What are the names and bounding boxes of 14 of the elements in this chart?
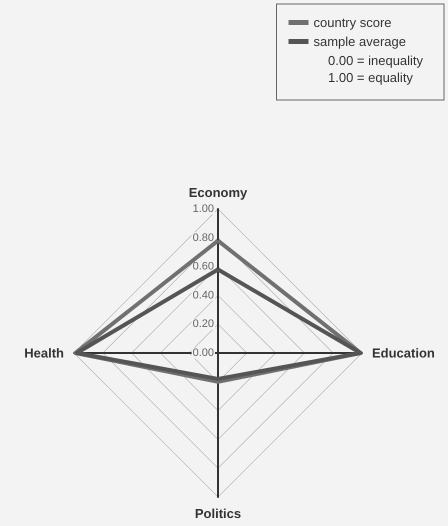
text: 1.00 = equality <box>328 70 414 85</box>
y-tick-label: 0.00 <box>192 347 214 359</box>
y-tick-label: 0.60 <box>192 260 214 273</box>
y-tick-label: 1.00 <box>192 203 214 215</box>
y-tick-label: 0.20 <box>192 318 214 330</box>
spoke-label: Education <box>372 346 435 360</box>
text: 0.00 = inequality <box>328 53 424 68</box>
legend-label: sample average <box>314 34 406 49</box>
spoke-label: Health <box>24 346 64 360</box>
legend-label: country score <box>314 15 392 30</box>
y-tick-label: 0.40 <box>192 289 214 302</box>
spoke-label: Economy <box>188 185 248 200</box>
spoke-label: Politics <box>194 506 242 521</box>
y-tick-label: 0.80 <box>192 232 214 244</box>
